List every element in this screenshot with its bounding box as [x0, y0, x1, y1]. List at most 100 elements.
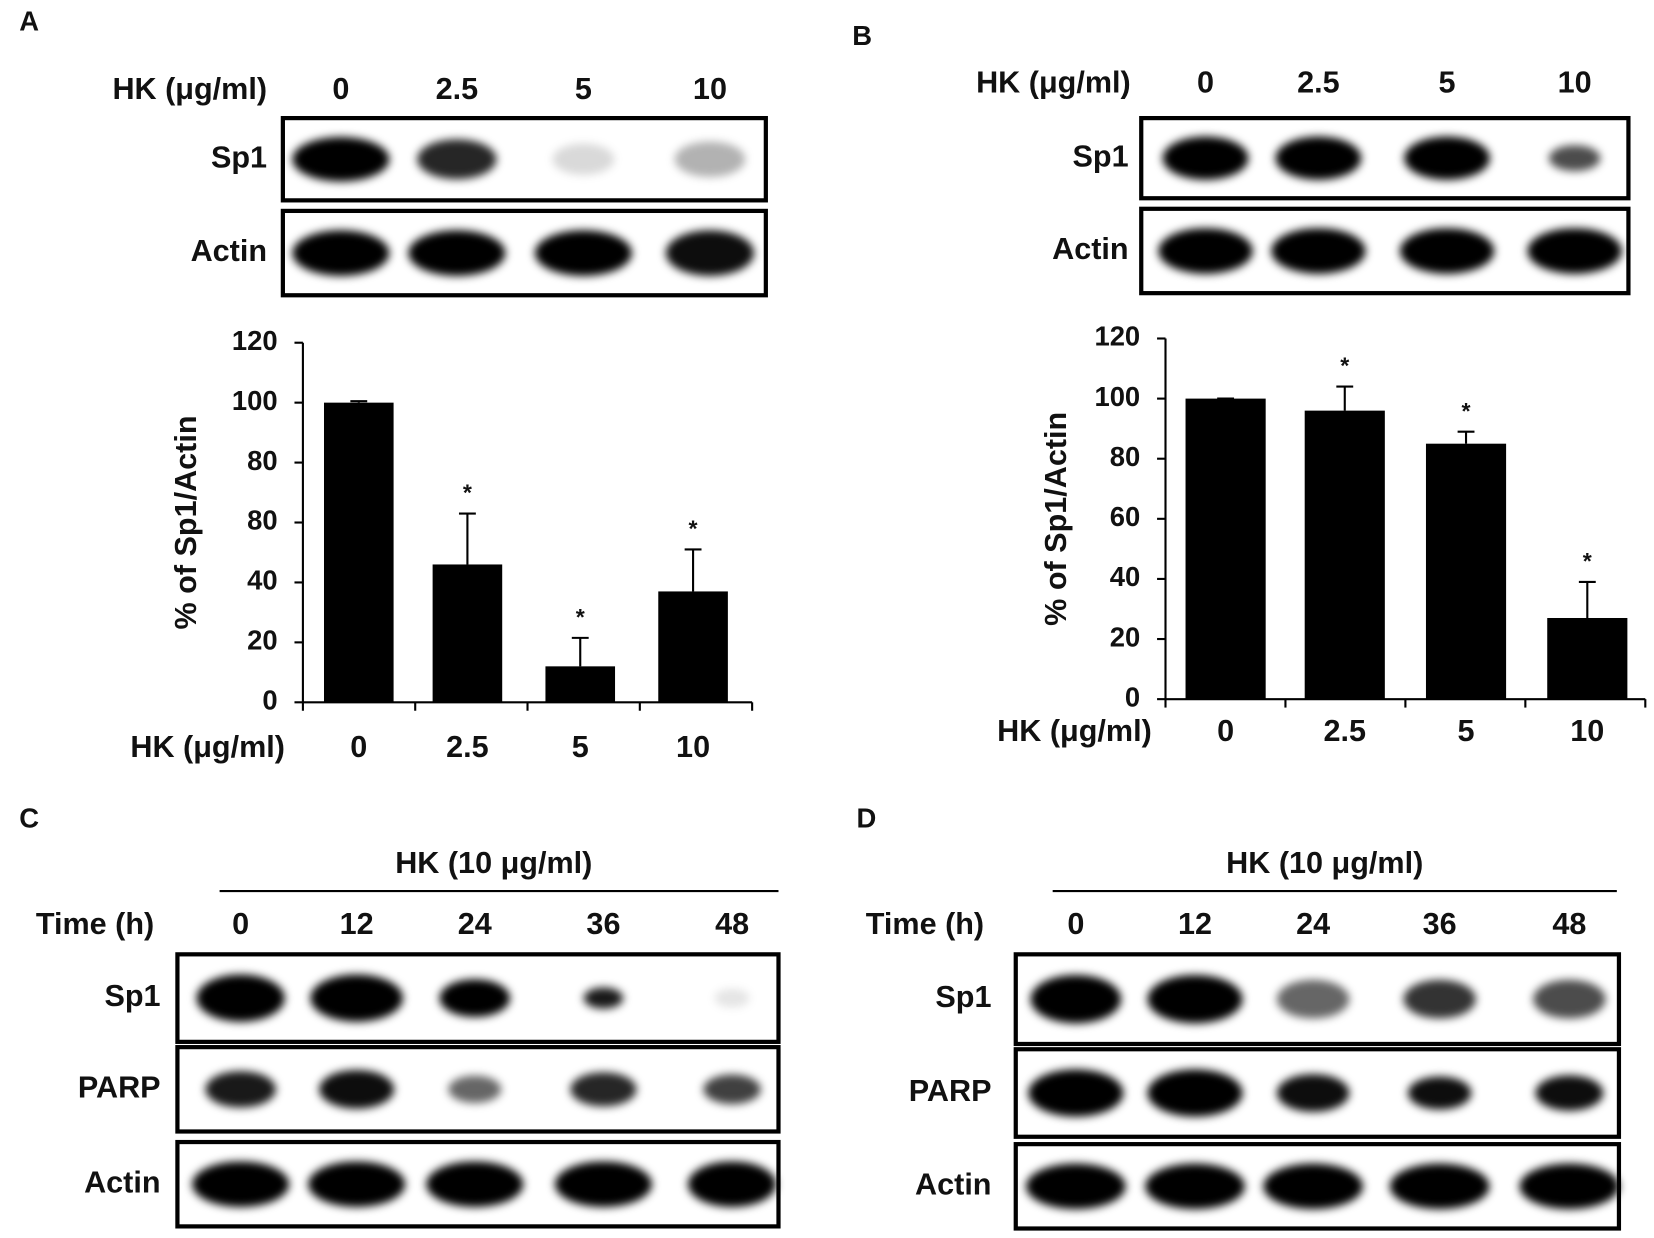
bar	[1547, 617, 1628, 700]
band	[1145, 1163, 1245, 1210]
band	[1263, 1163, 1363, 1210]
lane-label: 0	[232, 907, 249, 941]
band	[1271, 228, 1366, 274]
blot-label: Sp1	[211, 140, 267, 174]
bands	[1158, 228, 1622, 274]
band	[554, 1161, 652, 1207]
x-tick-label: 2.5	[1324, 714, 1367, 748]
y-tick-label: 80	[247, 505, 277, 536]
lane-label: 5	[575, 72, 592, 106]
lane-label: 0	[332, 72, 349, 106]
significance-mark: *	[1340, 353, 1349, 379]
bands	[292, 137, 746, 182]
significance-mark: *	[1583, 548, 1592, 574]
lane-label: 12	[1178, 907, 1212, 941]
panel-letter: D	[857, 803, 877, 834]
band	[417, 139, 497, 180]
lane-label: 10	[1558, 65, 1592, 99]
x-tick-label: 0	[350, 730, 367, 764]
y-axis-label: % of Sp1/Actin	[1039, 412, 1073, 626]
x-axis-label: HK (μg/ml)	[130, 730, 285, 764]
lane-label: 24	[458, 907, 492, 941]
band	[714, 988, 750, 1008]
band	[448, 1075, 502, 1103]
y-tick-label: 40	[247, 565, 277, 596]
blot-label: PARP	[909, 1074, 992, 1108]
band	[1404, 136, 1490, 180]
lane-label: 10	[693, 72, 727, 106]
band	[1533, 979, 1606, 1019]
band	[1276, 1074, 1350, 1112]
y-tick-label: 0	[262, 685, 277, 716]
x-axis-label: HK (μg/ml)	[997, 714, 1152, 748]
bands	[1026, 1163, 1620, 1210]
significance-mark: *	[689, 516, 698, 542]
band	[1162, 136, 1249, 180]
bar	[432, 564, 503, 703]
significance-mark: *	[1462, 398, 1471, 424]
band	[688, 1161, 777, 1207]
x-tick-label: 2.5	[446, 730, 489, 764]
lane-label: 2.5	[436, 72, 479, 106]
lane-label: 12	[340, 907, 374, 941]
band	[192, 1161, 290, 1207]
band	[1147, 1069, 1243, 1117]
band	[292, 137, 390, 182]
band	[1389, 1163, 1490, 1210]
y-tick-label: 40	[1110, 561, 1140, 592]
lane-header: HK (μg/ml)	[976, 65, 1131, 99]
bar	[545, 666, 616, 703]
lane-label: 24	[1296, 907, 1330, 941]
panel-letter: A	[19, 5, 39, 36]
bands	[1028, 1069, 1604, 1117]
bands	[1030, 974, 1606, 1024]
bands	[1162, 136, 1601, 180]
band	[205, 1071, 276, 1108]
band	[1158, 228, 1253, 274]
y-tick-label: 120	[1094, 321, 1140, 352]
bar	[323, 402, 394, 703]
band	[292, 230, 390, 276]
band	[426, 1161, 524, 1207]
x-tick-label: 10	[1570, 714, 1604, 748]
band	[1548, 145, 1601, 172]
bar	[1425, 443, 1507, 700]
y-tick-label: 60	[1110, 501, 1140, 532]
band	[1527, 228, 1622, 274]
band	[703, 1074, 761, 1105]
lane-label: 48	[1552, 907, 1586, 941]
band	[1275, 136, 1362, 180]
band	[1535, 1075, 1604, 1111]
band	[1399, 228, 1495, 274]
y-tick-label: 120	[232, 325, 278, 356]
blot-label: Actin	[191, 234, 267, 268]
y-tick-label: 0	[1125, 681, 1140, 712]
band	[1407, 1076, 1472, 1110]
lane-label: 0	[1197, 65, 1214, 99]
band	[552, 143, 615, 175]
x-tick-label: 0	[1217, 714, 1234, 748]
band	[534, 230, 632, 276]
band	[1030, 974, 1122, 1024]
band	[674, 141, 746, 177]
panel-letter: C	[19, 803, 39, 834]
band	[1403, 979, 1476, 1019]
bar	[658, 591, 728, 703]
bar	[1304, 410, 1385, 700]
band	[1147, 974, 1243, 1024]
treatment-label: HK (10 μg/ml)	[1226, 846, 1423, 880]
x-tick-label: 5	[572, 730, 589, 764]
blot-label: Actin	[84, 1165, 160, 1199]
treatment-label: HK (10 μg/ml)	[395, 846, 592, 880]
lane-label: 36	[586, 907, 620, 941]
band	[196, 974, 285, 1022]
lane-header: HK (μg/ml)	[112, 72, 267, 106]
band	[310, 974, 403, 1022]
y-tick-label: 80	[1110, 441, 1140, 472]
y-tick-label: 20	[1110, 621, 1140, 652]
blot-label: Sp1	[935, 980, 991, 1014]
band	[1028, 1069, 1124, 1117]
band	[308, 1161, 406, 1207]
blot-label: Sp1	[104, 979, 160, 1013]
band	[1276, 979, 1350, 1019]
